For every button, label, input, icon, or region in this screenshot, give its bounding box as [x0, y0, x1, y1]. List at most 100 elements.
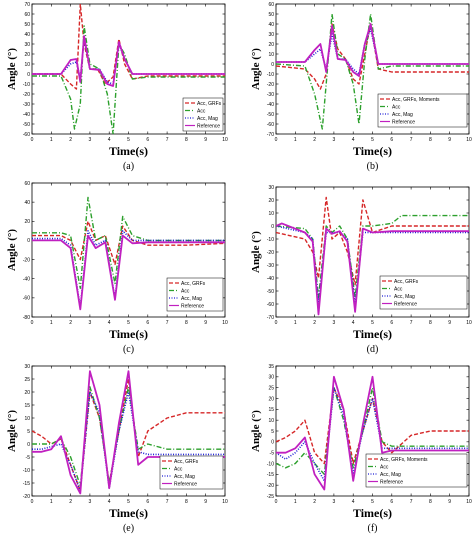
x-tick-label: 7	[166, 320, 169, 326]
y-tick-label: -20	[23, 494, 30, 500]
x-tick-label: 8	[429, 137, 432, 143]
y-tick-label: 20	[24, 390, 30, 396]
x-tick-label: 10	[222, 137, 228, 143]
y-tick-label: 60	[24, 12, 30, 18]
y-tick-label: -30	[267, 92, 274, 98]
y-axis-label: Angle (°)	[250, 48, 262, 90]
x-tick-label: 4	[352, 137, 355, 143]
x-tick-label: 7	[410, 320, 413, 326]
y-tick-label: -10	[23, 82, 30, 88]
x-tick-label: 9	[448, 137, 451, 143]
x-tick-label: 3	[89, 320, 92, 326]
y-axis-label: Angle (°)	[6, 410, 18, 452]
x-axis-label: Time(s)	[353, 327, 392, 341]
legend-entry: Acc	[174, 466, 183, 472]
panel-caption: (c)	[123, 344, 134, 355]
legend-entry: Reference	[394, 301, 417, 307]
legend-entry: Acc	[392, 104, 401, 110]
x-tick-label: 0	[275, 499, 278, 505]
y-tick-label: 40	[24, 200, 30, 206]
x-tick-label: 3	[333, 137, 336, 143]
y-tick-label: 10	[24, 62, 30, 68]
x-tick-label: 5	[371, 499, 374, 505]
legend-entry: Acc	[380, 464, 389, 470]
y-axis-label: Angle (°)	[250, 410, 262, 452]
y-tick-label: 20	[24, 219, 30, 225]
x-tick-label: 2	[69, 320, 72, 326]
chart-panel-0: 0 1 2 3 4 5 6 7 8 9 10 -60 -50 -40 -30 -20 -10 0 10 20 30 40 5…	[6, 2, 228, 172]
y-tick-label: 5	[271, 429, 274, 435]
y-tick-label: -40	[267, 276, 274, 282]
x-tick-label: 2	[69, 499, 72, 505]
legend-box	[377, 93, 468, 128]
series-line-0	[32, 220, 225, 266]
legend-entry: Reference	[380, 479, 403, 485]
x-tick-label: 7	[166, 499, 169, 505]
x-tick-label: 10	[466, 320, 472, 326]
y-tick-label: 10	[24, 416, 30, 422]
y-tick-label: -10	[267, 72, 274, 78]
y-tick-label: -20	[23, 257, 30, 263]
series-group	[276, 375, 469, 491]
y-tick-label: 5	[27, 429, 30, 435]
y-tick-label: 20	[268, 198, 274, 204]
y-tick-label: -20	[23, 92, 30, 98]
x-axis-label: Time(s)	[353, 506, 392, 520]
y-tick-label: -50	[23, 122, 30, 128]
legend-entry: Acc, GRFs, Moments	[392, 97, 440, 103]
x-axis-label: Time(s)	[109, 327, 148, 341]
y-tick-label: -30	[23, 102, 30, 108]
x-tick-label: 3	[333, 499, 336, 505]
series-group	[32, 4, 225, 134]
x-tick-label: 6	[146, 137, 149, 143]
x-tick-label: 1	[50, 320, 53, 326]
y-tick-label: -10	[267, 461, 274, 467]
legend-entry: Acc, Mag	[181, 296, 202, 302]
y-tick-label: 30	[268, 375, 274, 381]
x-tick-label: 4	[352, 499, 355, 505]
x-tick-label: 1	[294, 499, 297, 505]
series-line-1	[32, 25, 225, 134]
x-tick-label: 10	[466, 499, 472, 505]
x-tick-label: 3	[89, 137, 92, 143]
y-tick-label: -60	[267, 302, 274, 308]
x-tick-label: 8	[185, 499, 188, 505]
legend-entry: Acc, Mag	[380, 472, 401, 478]
x-tick-label: 8	[429, 499, 432, 505]
y-axis-label: Angle (°)	[6, 229, 18, 271]
x-tick-label: 1	[294, 137, 297, 143]
x-tick-label: 3	[333, 320, 336, 326]
y-tick-label: 20	[268, 42, 274, 48]
legend-entry: Acc, Mag	[174, 474, 195, 480]
legend-entry: Acc	[394, 286, 403, 292]
y-tick-label: 0	[271, 440, 274, 446]
legend-entry: Reference	[392, 119, 415, 125]
y-tick-label: 30	[24, 42, 30, 48]
legend-entry: Reference	[181, 303, 204, 309]
y-tick-label: -70	[267, 132, 274, 138]
x-tick-label: 6	[390, 499, 393, 505]
x-tick-label: 4	[108, 137, 111, 143]
series-line-3	[32, 370, 225, 495]
x-tick-label: 0	[31, 137, 34, 143]
y-tick-label: 30	[268, 32, 274, 38]
legend-entry: Acc, Mag	[392, 112, 413, 118]
y-tick-label: -10	[267, 237, 274, 243]
y-tick-label: -30	[267, 263, 274, 269]
series-group	[276, 13, 469, 130]
y-axis-label: Angle (°)	[250, 231, 262, 273]
x-tick-label: 2	[69, 137, 72, 143]
y-tick-label: 30	[24, 364, 30, 370]
y-tick-label: 0	[27, 442, 30, 448]
y-tick-label: 35	[268, 364, 274, 370]
x-tick-label: 5	[127, 137, 130, 143]
x-tick-label: 7	[410, 499, 413, 505]
y-tick-label: 25	[24, 377, 30, 383]
chart-panel-4: 0 1 2 3 4 5 6 7 8 9 10 -20 -15 -10 -5 0 5 10 15 20 25 30 Acc, …	[6, 364, 228, 534]
legend-entry: Reference	[197, 123, 220, 129]
x-tick-label: 2	[313, 137, 316, 143]
y-tick-label: -25	[267, 494, 274, 500]
